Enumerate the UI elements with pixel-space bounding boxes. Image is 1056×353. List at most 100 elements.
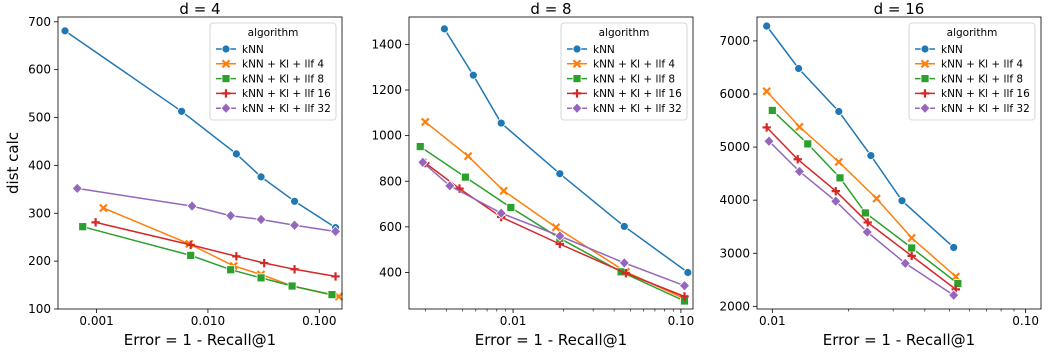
data-point [463,151,473,161]
legend-item-2: kNN + Kl + llf 4 [915,59,1023,71]
legend-marker [572,89,582,98]
data-point [897,196,907,206]
data-point [763,135,775,148]
chart-title: d = 16 [874,0,925,18]
series-line [443,28,689,274]
x-tick-label: 0.010 [191,314,225,328]
legend-item-5: kNN + Kl + llf 32 [567,102,682,115]
legend-marker [221,74,231,83]
legend-marker [920,44,930,54]
data-point [948,289,960,301]
legend-label: kNN + Kl + llf 32 [593,103,682,115]
legend-item-1: kNN [567,44,615,56]
y-tick-label: 400 [379,266,402,280]
legend-item-4: kNN + Kl + llf 16 [216,88,331,100]
data-point [794,64,804,73]
data-point [619,222,629,231]
data-point [232,252,241,261]
data-point [290,196,299,206]
data-point [226,265,236,275]
y-tick-label: 5000 [719,140,750,154]
series-4 [762,123,960,294]
data-point [420,117,430,127]
data-point [289,219,301,232]
data-point [327,290,337,300]
data-point [949,243,959,252]
series-line [424,121,685,300]
y-tick-label: 300 [28,206,51,220]
data-point [866,151,876,160]
legend-label: kNN [593,44,615,56]
data-point [555,169,565,179]
y-tick-label: 2000 [719,299,750,313]
x-axis-label: Error = 1 - Recall@1 [823,331,975,349]
x-axis-label: Error = 1 - Recall@1 [124,331,276,349]
data-point [680,292,689,301]
legend-marker [572,44,582,54]
y-tick-label: 200 [28,254,51,268]
data-point [621,268,631,278]
legend-title: algorithm [947,27,998,39]
data-point [417,156,429,169]
series-line [768,140,955,296]
data-point [256,172,266,182]
data-point [334,292,344,301]
series-line [95,221,336,278]
legend-item-5: kNN + Kl + llf 32 [216,102,331,115]
x-axis-label: Error = 1 - Recall@1 [475,331,627,349]
data-point [439,24,449,34]
y-tick-label: 1200 [371,83,402,97]
data-point [290,265,299,274]
data-point [863,218,872,227]
data-point [91,218,100,227]
data-point [951,272,961,281]
chart-panel-1: 0.001 0.010 0.100 100 200 300 400 500 600 700 d = … [4,0,344,349]
legend: algorithm kNN kNN + Kl + llf 4 kNN + Kl + l… [560,22,688,121]
series-3 [78,222,337,300]
y-tick-label: 6000 [719,87,750,101]
data-point [793,155,802,164]
legend-marker [571,102,583,114]
legend-item-3: kNN + Kl + llf 8 [216,73,324,85]
chart-panel-3: 0.01 0.10 2000 3000 4000 5000 6000 7000 d = 16 Er… [719,0,1042,349]
legend-label: kNN [242,44,264,56]
data-point [861,226,873,238]
axes-frame [756,16,1042,310]
series-3 [767,106,963,288]
data-point [496,118,506,128]
data-point [60,26,70,36]
series-2 [420,117,689,304]
legend-marker [221,59,231,69]
legend-label: kNN [941,44,963,56]
data-point [793,165,806,178]
x-tick-label: 0.001 [79,314,113,328]
data-point [331,272,340,281]
data-point [444,180,456,192]
x-tick-label: 0.01 [759,314,786,328]
y-tick-label: 800 [379,174,402,188]
legend-label: kNN + Kl + llf 4 [941,59,1023,71]
y-tick-label: 4000 [719,193,750,207]
legend: algorithm kNN kNN + Kl + llf 4 kNN + Kl + l… [209,22,337,121]
legend-marker [221,89,231,98]
data-point [99,203,108,213]
data-point [678,279,691,292]
legend-label: kNN + Kl + llf 4 [593,59,675,71]
series-line [64,30,336,229]
legend-label: kNN + Kl + llf 32 [242,103,331,115]
data-point [953,279,963,288]
legend-item-4: kNN + Kl + llf 16 [567,88,682,100]
x-tick-label: 0.10 [1012,314,1039,328]
y-tick-label: 1400 [371,37,402,51]
data-point [415,142,425,151]
y-tick-label: 400 [28,158,51,172]
data-point [495,207,507,219]
series-line [766,90,957,278]
x-tick-label: 0.01 [500,314,527,328]
legend-label: kNN + Kl + llf 16 [941,88,1030,100]
data-point [186,240,195,250]
series-5 [763,135,960,301]
legend-item-2: kNN + Kl + llf 4 [567,59,675,71]
legend-item-1: kNN [915,44,963,56]
